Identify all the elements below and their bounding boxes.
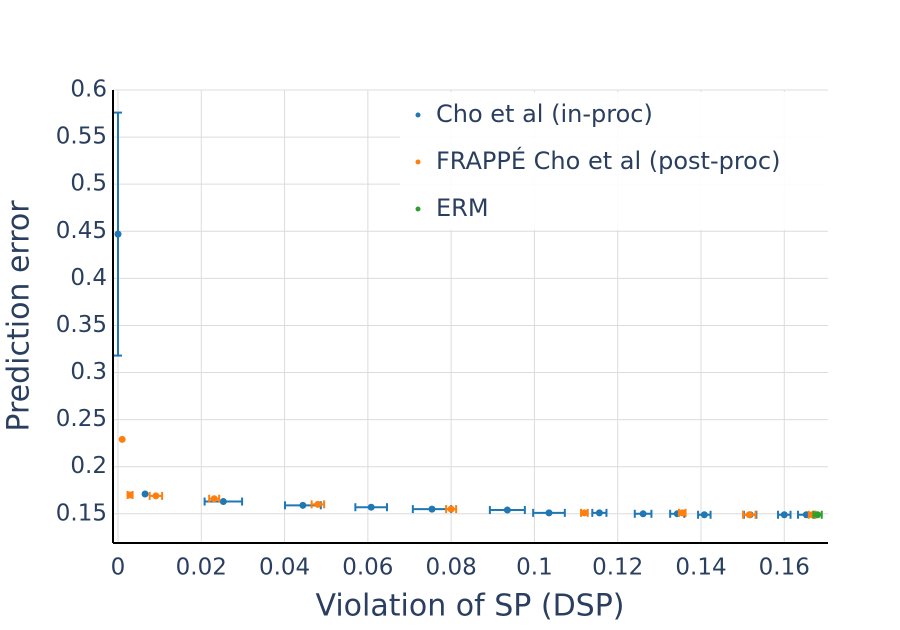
x-tick-label: 0.14: [675, 555, 726, 581]
point: [314, 500, 322, 508]
legend-label: FRAPPÉ Cho et al (post-proc): [436, 146, 780, 175]
x-tick-label: 0: [111, 555, 126, 581]
point: [580, 509, 588, 517]
point: [367, 503, 375, 511]
point: [503, 506, 511, 514]
legend-label: ERM: [436, 194, 489, 222]
legend-marker: [415, 159, 421, 165]
point: [141, 490, 149, 498]
point: [447, 505, 455, 513]
x-axis-title: Violation of SP (DSP): [315, 589, 624, 624]
x-tick-label: 0.08: [426, 555, 477, 581]
point: [678, 509, 686, 517]
point: [114, 230, 122, 238]
y-tick-label: 0.5: [70, 171, 107, 197]
y-tick-label: 0.45: [56, 218, 107, 244]
point: [700, 511, 708, 519]
point: [428, 505, 436, 513]
legend-marker: [415, 206, 421, 212]
y-tick-label: 0.6: [70, 77, 107, 103]
point: [545, 509, 553, 517]
y-axis-title: Prediction error: [2, 200, 37, 432]
point: [219, 498, 227, 506]
y-tick-label: 0.2: [70, 453, 107, 479]
x-tick-label: 0.06: [342, 555, 393, 581]
point: [152, 492, 160, 500]
legend-box: [400, 92, 828, 230]
legend-label: Cho et al (in-proc): [436, 100, 653, 128]
y-tick-label: 0.3: [70, 359, 107, 385]
x-tick-label: 0.02: [176, 555, 227, 581]
point: [639, 510, 647, 518]
point: [814, 511, 822, 519]
x-tick-label: 0.1: [516, 555, 553, 581]
y-tick-label: 0.4: [70, 265, 107, 291]
legend: Cho et al (in-proc) FRAPPÉ Cho et al (pos…: [400, 92, 828, 230]
x-tick-label: 0.16: [759, 555, 810, 581]
legend-marker: [415, 112, 421, 118]
point: [210, 495, 218, 503]
y-tick-label: 0.15: [56, 500, 107, 526]
y-tick-label: 0.25: [56, 406, 107, 432]
x-tick-label: 0.04: [259, 555, 310, 581]
point: [126, 491, 134, 499]
x-tick-label: 0.12: [592, 555, 643, 581]
y-tick-label: 0.35: [56, 312, 107, 338]
point: [780, 511, 788, 519]
y-tick-label: 0.55: [56, 124, 107, 150]
point: [118, 435, 126, 443]
point: [595, 509, 603, 517]
point: [299, 501, 307, 509]
point: [745, 511, 753, 519]
